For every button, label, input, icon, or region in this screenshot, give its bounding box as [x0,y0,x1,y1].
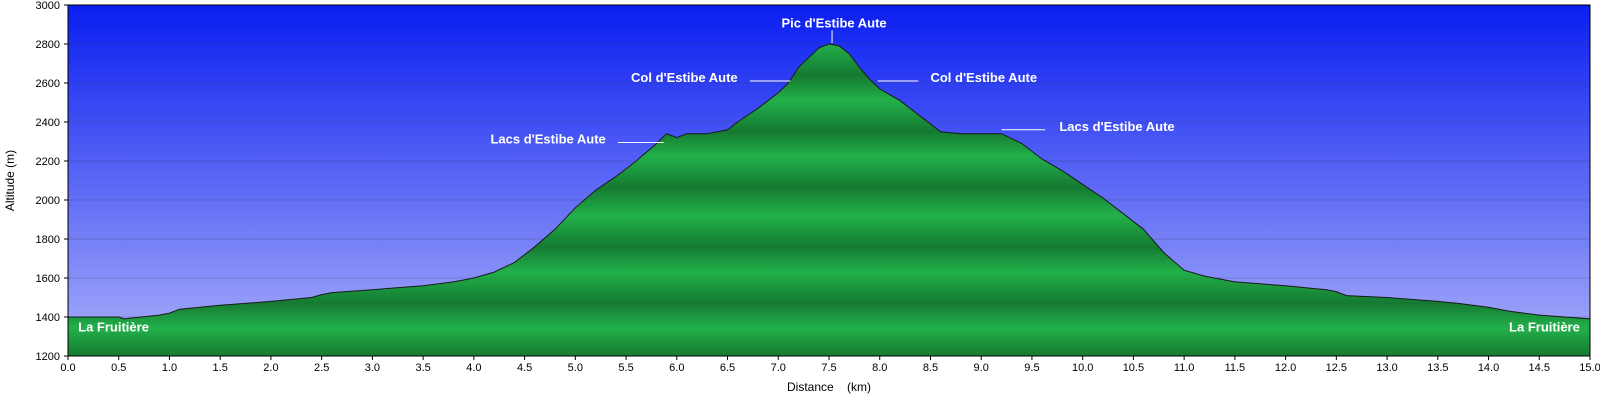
terrain-area [67,43,1591,357]
x-tick-label: 4.5 [517,362,532,374]
x-tick-label: 1.5 [213,362,228,374]
x-tick-label: 4.0 [466,362,481,374]
y-tick-label: 2200 [36,156,60,168]
x-tick-label: 9.5 [1024,362,1039,374]
waypoint-label: Lacs d'Estibe Aute [490,131,605,146]
x-tick-label: 3.0 [365,362,380,374]
x-tick-label: 1.0 [162,362,177,374]
x-tick-label: 11.0 [1174,362,1195,374]
x-tick-label: 10.0 [1072,362,1093,374]
y-tick-label: 1400 [36,312,60,324]
x-tick-label: 9.0 [974,362,989,374]
x-tick-label: 12.0 [1275,362,1296,374]
annotations: La Fruitière La Fruitière Lacs d'Estibe Au… [78,15,1580,334]
y-tick-label: 2000 [36,195,60,207]
x-tick-label: 6.0 [669,362,684,374]
y-tick-label: 1600 [36,273,60,285]
y-axis-label: Altitude (m) [3,150,17,211]
x-tick-label: 7.5 [821,362,836,374]
x-tick-label: 3.5 [415,362,430,374]
x-tick-label: 2.0 [263,362,278,374]
waypoint-label: Pic d'Estibe Aute [781,15,886,30]
waypoint-label: La Fruitière [78,320,149,335]
x-tick-label: 5.0 [568,362,583,374]
waypoint-label: Col d'Estibe Aute [930,70,1037,85]
x-tick-label: 8.0 [872,362,887,374]
y-tick-label: 2600 [36,78,60,90]
x-tick-label: 11.5 [1225,362,1246,374]
y-axis-ticks: 1200 1400 1600 1800 2000 2200 2400 2600 2800 3000 [36,0,68,363]
x-tick-label: 8.5 [923,362,938,374]
waypoint-label: Col d'Estibe Aute [631,70,738,85]
x-tick-label: 2.5 [314,362,329,374]
waypoint-label: La Fruitière [1509,320,1580,335]
y-tick-label: 3000 [36,0,60,12]
x-tick-label: 14.5 [1529,362,1550,374]
x-tick-label: 0.5 [111,362,126,374]
y-tick-label: 1800 [36,234,60,246]
x-tick-label: 10.5 [1123,362,1144,374]
x-axis-ticks: 0.0 0.5 1.0 1.5 2.0 2.5 3.0 3.5 4.0 4.5 5.0 5.5 6.0 6… [60,356,1600,374]
x-tick-label: 13.0 [1376,362,1397,374]
waypoint-label: Lacs d'Estibe Aute [1059,119,1174,134]
x-tick-label: 13.5 [1427,362,1448,374]
y-tick-label: 1200 [36,351,60,363]
x-tick-label: 7.0 [771,362,786,374]
y-tick-label: 2800 [36,39,60,51]
y-tick-label: 2400 [36,117,60,129]
x-tick-label: 15.0 [1579,362,1600,374]
x-tick-label: 5.5 [618,362,633,374]
x-tick-label: 0.0 [60,362,75,374]
x-tick-label: 12.5 [1326,362,1347,374]
x-tick-label: 14.0 [1478,362,1499,374]
x-axis-label: Distance (km) [787,380,871,394]
x-tick-label: 6.5 [720,362,735,374]
